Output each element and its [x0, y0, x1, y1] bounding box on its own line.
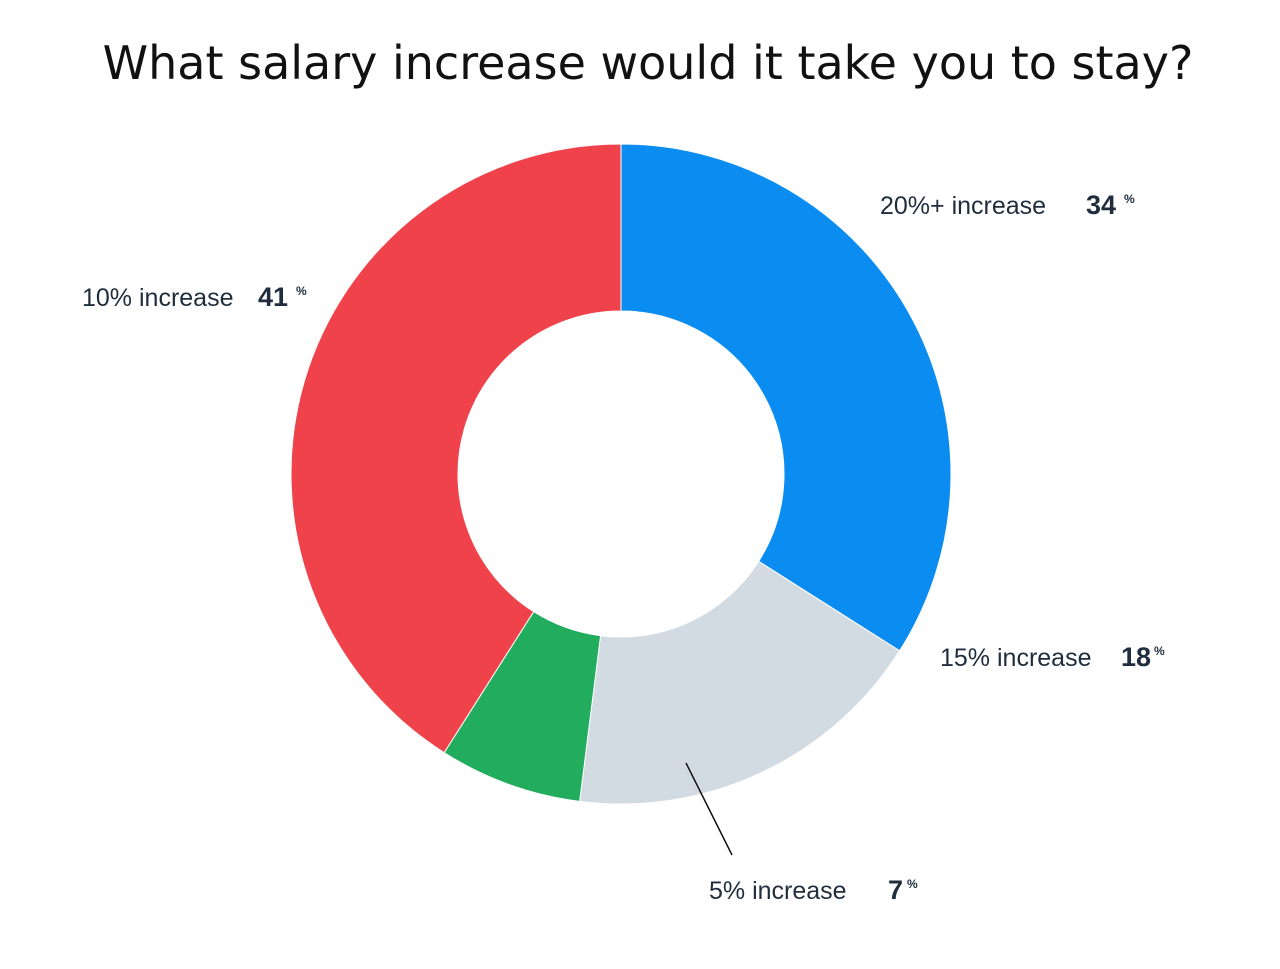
slice-20-increase [620, 143, 952, 652]
slice-label: 5% increase [709, 877, 847, 905]
leader-lines-group [685, 762, 733, 856]
slice-unit: % [907, 877, 918, 891]
slice-unit: % [296, 284, 307, 298]
slice-value: 18 [1121, 642, 1151, 672]
slice-value: 34 [1086, 190, 1116, 220]
slice-15-increase [579, 560, 901, 805]
slices-group [290, 143, 952, 805]
slice-value: 41 [258, 282, 288, 312]
slice-label: 20%+ increase [880, 192, 1046, 220]
leader-line [685, 762, 733, 856]
labels-group: 20%+ increase 34 % 15% increase 18 % 5% increa… [82, 190, 1165, 905]
slice-unit: % [1154, 644, 1165, 658]
chart-title: What salary increase would it take you t… [102, 36, 1194, 90]
slice-10-increase [290, 143, 622, 754]
slice-label: 15% increase [940, 644, 1091, 672]
slice-unit: % [1124, 192, 1135, 206]
slice-value: 7 [888, 875, 903, 905]
slice-label: 10% increase [82, 284, 233, 312]
